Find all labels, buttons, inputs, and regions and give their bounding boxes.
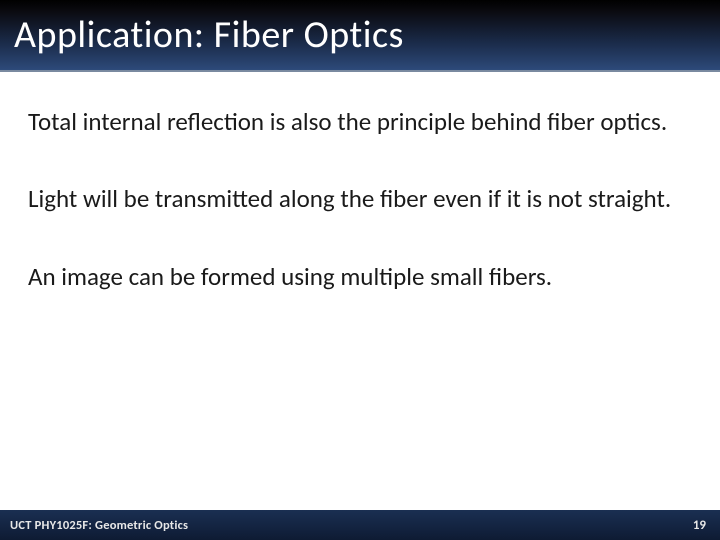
body-paragraph: An image can be formed using multiple sm… <box>28 261 692 292</box>
title-bar: Application: Fiber Optics <box>0 0 720 72</box>
slide-footer: UCT PHY1025F: Geometric Optics 19 <box>0 510 720 540</box>
slide-container: Application: Fiber Optics Total internal… <box>0 0 720 540</box>
footer-course-label: UCT PHY1025F: Geometric Optics <box>10 518 188 533</box>
body-paragraph: Total internal reflection is also the pr… <box>28 106 692 137</box>
slide-body: Total internal reflection is also the pr… <box>0 72 720 510</box>
footer-page-number: 19 <box>693 518 706 533</box>
slide-title: Application: Fiber Optics <box>14 12 404 58</box>
body-paragraph: Light will be transmitted along the fibe… <box>28 183 692 214</box>
